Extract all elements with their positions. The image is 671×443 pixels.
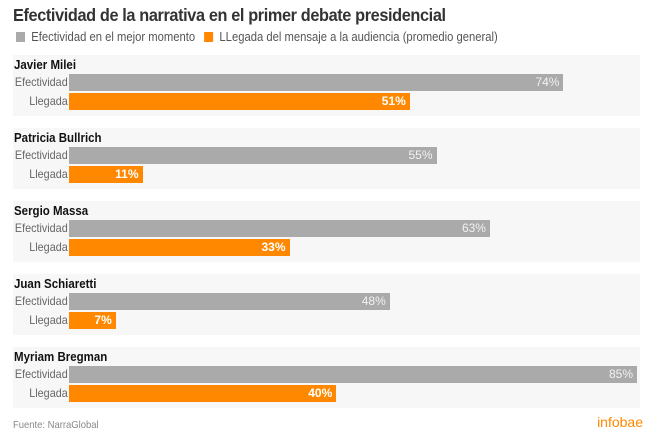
bar-reach: 40% [69, 385, 337, 402]
bar-effectiveness: 55% [69, 147, 437, 164]
legend: Efectividad en el mejor momento LLegada … [16, 30, 507, 44]
candidate-name: Myriam Bregman [14, 350, 108, 364]
legend-label-reach: LLegada del mensaje a la audiencia (prom… [219, 30, 498, 44]
legend-swatch-gray [16, 32, 25, 42]
row-label-effectiveness: Efectividad [15, 221, 68, 235]
row-label-effectiveness: Efectividad [15, 367, 68, 381]
legend-item-reach: LLegada del mensaje a la audiencia (prom… [204, 30, 498, 44]
data-label: 63% [461, 221, 486, 235]
data-label: 85% [608, 367, 633, 381]
candidate-name: Sergio Massa [14, 204, 89, 218]
candidate-name: Javier Milei [14, 58, 77, 72]
candidate-group: Patricia Bullrich Efectividad 55% Llegada 11… [13, 128, 640, 189]
row-label-reach: Llegada [29, 167, 68, 181]
chart-title: Efectividad de la narrativa en el primer… [13, 5, 446, 25]
bar-reach: 33% [69, 239, 290, 256]
legend-item-effectiveness: Efectividad en el mejor momento [16, 30, 195, 44]
brand-logo: infobae [597, 414, 643, 430]
source-note: Fuente: NarraGlobal [13, 419, 99, 431]
data-label: 48% [361, 294, 386, 308]
candidate-group: Javier Milei Efectividad 74% Llegada 51% [13, 55, 640, 116]
data-label: 33% [261, 240, 286, 254]
data-label: 11% [115, 167, 139, 181]
row-label-effectiveness: Efectividad [15, 148, 68, 162]
candidate-group: Sergio Massa Efectividad 63% Llegada 33% [13, 201, 640, 262]
row-label-effectiveness: Efectividad [15, 75, 68, 89]
data-label: 40% [308, 386, 333, 400]
row-label-reach: Llegada [29, 240, 68, 254]
bar-effectiveness: 74% [69, 74, 564, 91]
data-label: 7% [94, 313, 112, 327]
bar-effectiveness: 85% [69, 366, 637, 383]
candidate-group: Juan Schiaretti Efectividad 48% Llegada 7% [13, 274, 640, 335]
bar-reach: 51% [69, 93, 410, 110]
bar-reach: 7% [69, 312, 116, 329]
data-label: 74% [535, 75, 560, 89]
bar-effectiveness: 48% [69, 293, 390, 310]
bar-reach: 11% [69, 166, 143, 183]
row-label-reach: Llegada [29, 386, 68, 400]
bar-effectiveness: 63% [69, 220, 490, 237]
legend-swatch-orange [204, 32, 214, 42]
row-label-reach: Llegada [29, 313, 68, 327]
data-label: 55% [408, 148, 433, 162]
candidate-name: Juan Schiaretti [14, 277, 97, 291]
legend-label-effectiveness: Efectividad en el mejor momento [31, 30, 196, 44]
candidate-group: Myriam Bregman Efectividad 85% Llegada 40% [13, 347, 640, 408]
row-label-effectiveness: Efectividad [15, 294, 68, 308]
row-label-reach: Llegada [29, 94, 68, 108]
candidate-name: Patricia Bullrich [14, 131, 102, 145]
data-label: 51% [381, 94, 406, 108]
